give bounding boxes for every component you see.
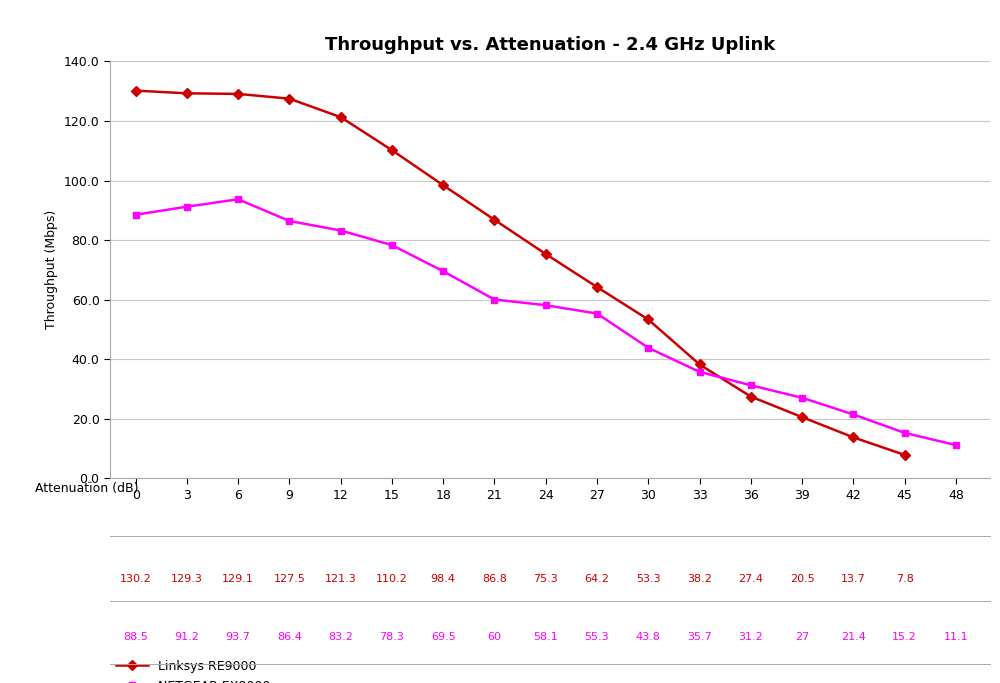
Title: Throughput vs. Attenuation - 2.4 GHz Uplink: Throughput vs. Attenuation - 2.4 GHz Upl… [325, 36, 775, 55]
Text: 127.5: 127.5 [273, 574, 305, 584]
Text: 64.2: 64.2 [585, 574, 609, 584]
Text: 38.2: 38.2 [687, 574, 712, 584]
Text: 31.2: 31.2 [738, 632, 763, 642]
Text: Attenuation (dB): Attenuation (dB) [35, 482, 139, 495]
Text: 27.4: 27.4 [738, 574, 763, 584]
Text: 15.2: 15.2 [892, 632, 917, 642]
Text: 43.8: 43.8 [636, 632, 661, 642]
Text: 21.4: 21.4 [841, 632, 866, 642]
Text: 86.4: 86.4 [277, 632, 302, 642]
Text: 130.2: 130.2 [120, 574, 152, 584]
Text: 7.8: 7.8 [896, 574, 914, 584]
Text: 58.1: 58.1 [533, 632, 558, 642]
Text: 110.2: 110.2 [376, 574, 408, 584]
Text: 88.5: 88.5 [123, 632, 148, 642]
Text: 129.1: 129.1 [222, 574, 254, 584]
Text: 98.4: 98.4 [431, 574, 456, 584]
Text: 121.3: 121.3 [325, 574, 357, 584]
Text: 93.7: 93.7 [226, 632, 251, 642]
Text: 91.2: 91.2 [174, 632, 199, 642]
Text: 129.3: 129.3 [171, 574, 203, 584]
Text: 86.8: 86.8 [482, 574, 507, 584]
Y-axis label: Throughput (Mbps): Throughput (Mbps) [45, 210, 58, 329]
Text: 13.7: 13.7 [841, 574, 866, 584]
Legend: Linksys RE9000, NETGEAR EX8000: Linksys RE9000, NETGEAR EX8000 [116, 660, 270, 683]
Text: 69.5: 69.5 [431, 632, 456, 642]
Text: 78.3: 78.3 [380, 632, 404, 642]
Text: 55.3: 55.3 [585, 632, 609, 642]
Text: 83.2: 83.2 [328, 632, 353, 642]
Text: 53.3: 53.3 [636, 574, 661, 584]
Text: 75.3: 75.3 [533, 574, 558, 584]
Text: 27: 27 [795, 632, 809, 642]
Text: 35.7: 35.7 [687, 632, 712, 642]
Text: 60: 60 [487, 632, 501, 642]
Text: 20.5: 20.5 [790, 574, 814, 584]
Text: 11.1: 11.1 [944, 632, 968, 642]
